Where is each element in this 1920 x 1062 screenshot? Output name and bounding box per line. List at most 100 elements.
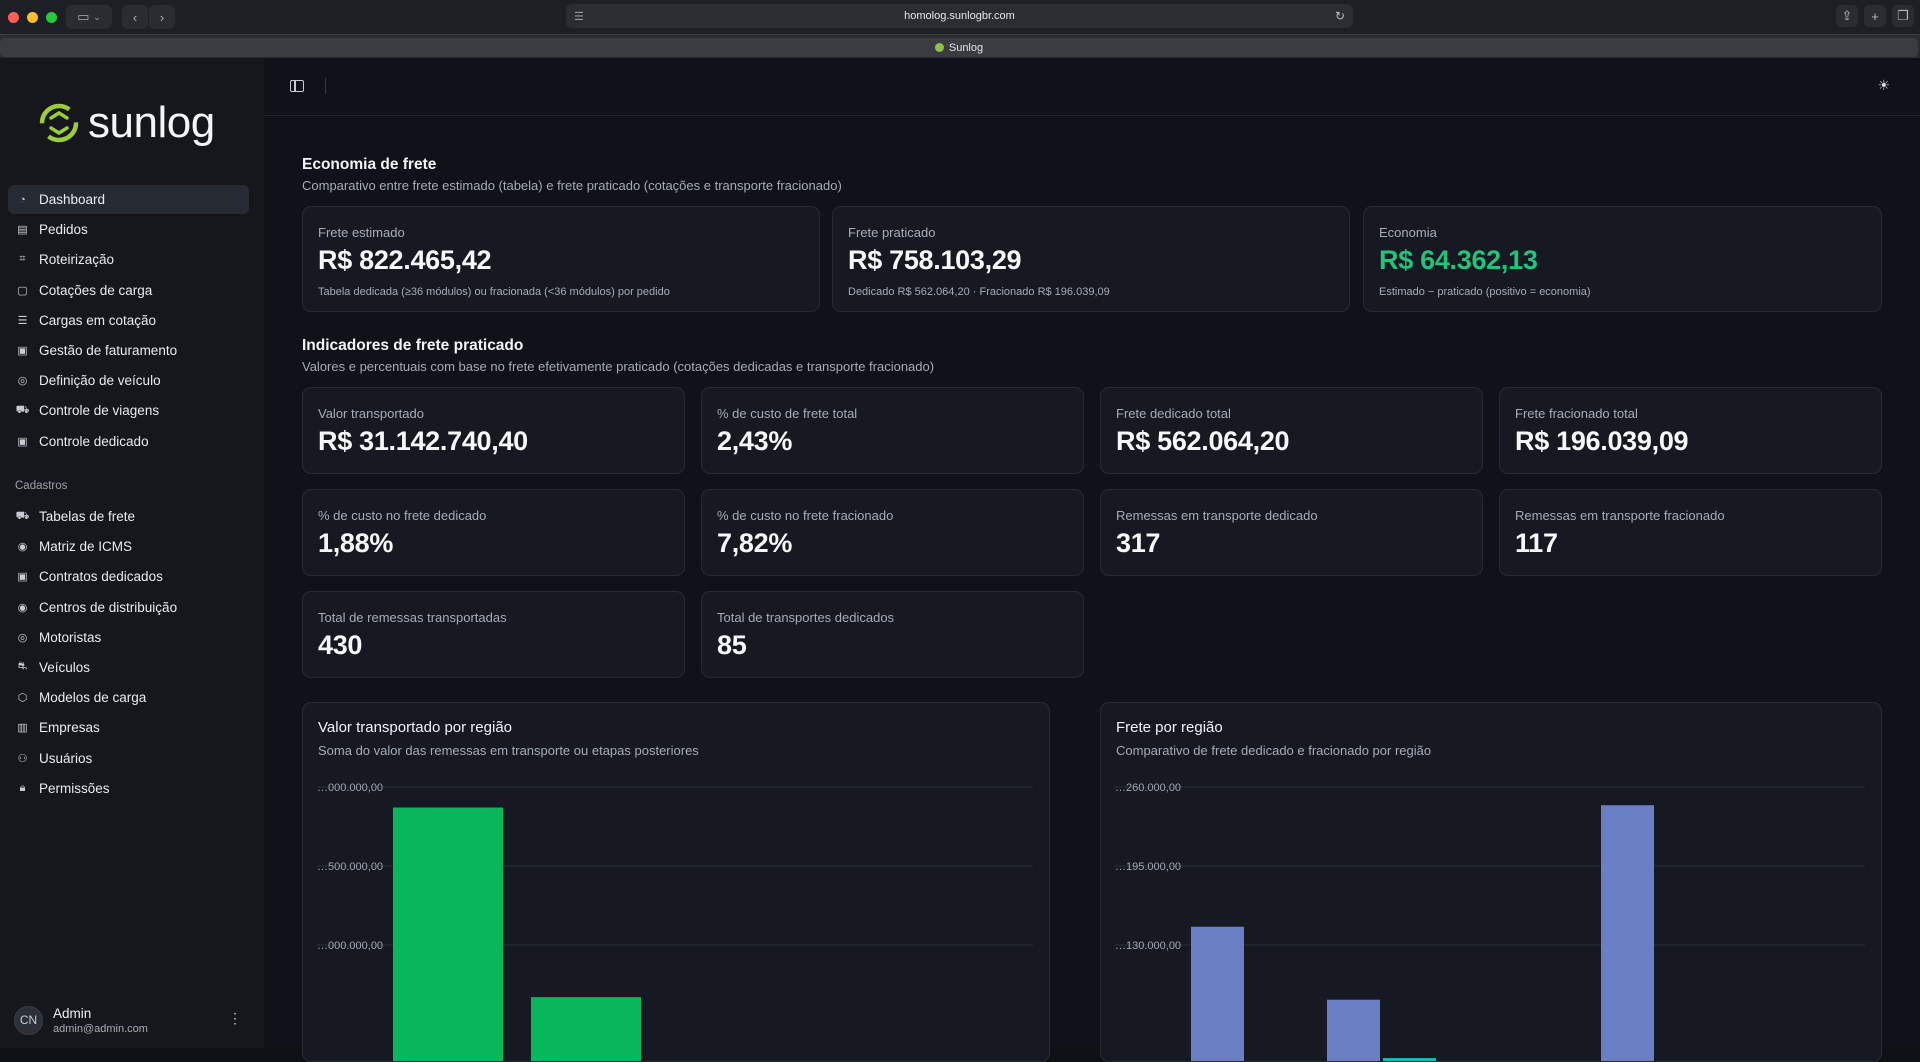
user-profile[interactable]: CN Admin admin@admin.com ⋮ bbox=[14, 1002, 250, 1038]
sidebar-item-label: Roteirização bbox=[39, 252, 115, 268]
sidebar-item-controle-dedicado[interactable]: ▣ Controle dedicado bbox=[8, 427, 249, 456]
card-label: Economia bbox=[1379, 225, 1437, 240]
card-label: Remessas em transporte dedicado bbox=[1116, 508, 1318, 523]
user-email: admin@admin.com bbox=[53, 1022, 148, 1035]
bar[interactable] bbox=[1383, 1058, 1436, 1062]
sidebar-item-label: Dashboard bbox=[39, 192, 106, 207]
indicator-card: Remessas em transporte fracionado 117 bbox=[1499, 489, 1882, 576]
avatar: CN bbox=[14, 1005, 43, 1035]
main-content: ☀ Economia de frete Comparativo entre fr… bbox=[264, 58, 1920, 1062]
card-label: Valor transportado bbox=[318, 406, 424, 421]
sidebar-item-cotacoes-de-carga[interactable]: ▢ Cotações de carga bbox=[8, 276, 249, 305]
topbar: ☀ bbox=[264, 58, 1920, 116]
logo[interactable]: sunlog bbox=[36, 98, 215, 148]
bar[interactable] bbox=[531, 997, 641, 1062]
back-button[interactable]: ‹ bbox=[122, 5, 148, 29]
tick-label: …260.000,00 bbox=[1115, 782, 1181, 794]
tick-label: …000.000,00 bbox=[317, 940, 383, 952]
sidebar-item-label: Empresas bbox=[39, 720, 100, 736]
sidebar-item-motoristas[interactable]: ◎ Motoristas bbox=[8, 623, 249, 652]
economia-title: Economia de frete bbox=[302, 156, 437, 173]
economia-subtitle: Comparativo entre frete estimado (tabela… bbox=[302, 178, 842, 193]
close-window-button[interactable] bbox=[8, 11, 19, 23]
steering-wheel-icon: ◎ bbox=[17, 375, 28, 388]
address-bar[interactable]: ☰ homolog.sunlogbr.com ↻ bbox=[566, 4, 1353, 28]
more-vertical-icon[interactable]: ⋮ bbox=[228, 1010, 242, 1026]
card-value: 430 bbox=[318, 630, 363, 660]
new-tab-icon[interactable]: + bbox=[1864, 5, 1886, 27]
sidebar-item-contratos-dedicados[interactable]: ▣ Contratos dedicados bbox=[8, 562, 249, 591]
indicator-card: Total de remessas transportadas 430 bbox=[302, 591, 685, 678]
chart-valor-regiao: Valor transportado por região Soma do va… bbox=[302, 702, 1050, 1062]
tab-strip: Sunlog bbox=[0, 34, 1920, 58]
sidebar-item-controle-de-viagens[interactable]: ⛟ Controle de viagens bbox=[8, 396, 249, 425]
valor-regiao-svg: …000.000,00 …500.000,00 …000.000,00 bbox=[317, 782, 1033, 1062]
sidebar-item-label: Motoristas bbox=[39, 629, 102, 645]
tab-overview-icon[interactable]: ❐ bbox=[1892, 5, 1914, 27]
sidebar-toggle-browser-button[interactable]: ▭ ⌄ bbox=[66, 5, 112, 29]
tab-title: Sunlog bbox=[948, 41, 984, 54]
zoom-window-button[interactable] bbox=[46, 11, 57, 23]
bar[interactable] bbox=[393, 807, 503, 1062]
card-label: Frete dedicado total bbox=[1116, 406, 1231, 421]
sidebar-item-permissoes[interactable]: 🔒︎ Permissões bbox=[8, 774, 249, 803]
share-icon[interactable]: ⇪ bbox=[1836, 5, 1858, 27]
sidebar-item-cargas-em-cotacao[interactable]: ☰ Cargas em cotação bbox=[8, 306, 249, 335]
tab-sunlog[interactable]: Sunlog bbox=[0, 38, 1918, 57]
sidebar-item-matriz-de-icms[interactable]: ◉ Matriz de ICMS bbox=[8, 532, 249, 561]
card-value: R$ 196.039,09 bbox=[1515, 426, 1689, 456]
sidebar-item-modelos-de-carga[interactable]: ⬡ Modelos de carga bbox=[8, 683, 249, 712]
reload-icon[interactable]: ↻ bbox=[1334, 9, 1345, 23]
section-label-cadastros: Cadastros bbox=[15, 480, 68, 492]
sidebar-item-veiculos[interactable]: ⛐ Veículos bbox=[8, 653, 249, 682]
page-settings-icon[interactable]: ☰ bbox=[574, 10, 584, 23]
indicator-card: % de custo no frete dedicado 1,88% bbox=[302, 489, 685, 576]
card-frete-estimado: Frete estimado R$ 822.465,42 Tabela dedi… bbox=[302, 206, 820, 312]
indicator-card: % de custo de frete total 2,43% bbox=[701, 387, 1084, 474]
card-value: 1,88% bbox=[318, 528, 394, 558]
sidebar-item-label: Pedidos bbox=[39, 222, 88, 238]
sidebar-item-label: Controle de viagens bbox=[39, 403, 160, 419]
sidebar-item-label: Usuários bbox=[39, 750, 93, 766]
bar[interactable] bbox=[1327, 999, 1380, 1062]
sidebar-item-empresas[interactable]: ▥ Empresas bbox=[8, 713, 249, 742]
card-value: R$ 64.362,13 bbox=[1379, 245, 1538, 275]
card-value: 317 bbox=[1116, 528, 1161, 558]
indicadores-subtitle: Valores e percentuais com base no frete … bbox=[302, 359, 935, 374]
chevron-left-icon: ‹ bbox=[132, 9, 138, 25]
minimize-window-button[interactable] bbox=[27, 11, 38, 23]
panel-toggle-icon[interactable] bbox=[290, 80, 304, 92]
indicadores-title: Indicadores de frete praticado bbox=[302, 337, 524, 354]
sidebar-item-centros-de-distribuicao[interactable]: ◉ Centros de distribuição bbox=[8, 593, 249, 622]
bar[interactable] bbox=[1601, 805, 1654, 1062]
chevron-down-icon: ⌄ bbox=[93, 11, 101, 22]
card-value: 85 bbox=[717, 630, 747, 660]
user-name: Admin bbox=[53, 1005, 92, 1021]
sidebar-item-pedidos[interactable]: ▤ Pedidos bbox=[8, 215, 249, 244]
indicator-card: % de custo no frete fracionado 7,82% bbox=[701, 489, 1084, 576]
card-label: Frete fracionado total bbox=[1515, 406, 1638, 421]
card-value: R$ 822.465,42 bbox=[318, 245, 492, 275]
tick-label: …000.000,00 bbox=[317, 782, 383, 794]
card-label: % de custo no frete dedicado bbox=[318, 508, 487, 523]
clipboard-check-icon: ▣ bbox=[17, 435, 28, 448]
sidebar-item-label: Controle dedicado bbox=[39, 433, 149, 449]
card-label: Total de transportes dedicados bbox=[717, 610, 895, 625]
sidebar-item-gestao-de-faturamento[interactable]: ▣ Gestão de faturamento bbox=[8, 336, 249, 365]
sun-icon[interactable]: ☀ bbox=[1877, 77, 1890, 93]
chart-title: Frete por região bbox=[1116, 719, 1223, 736]
building-icon: ▥ bbox=[17, 722, 28, 735]
sidebar-item-dashboard[interactable]: ◔ Dashboard bbox=[8, 185, 249, 214]
bar[interactable] bbox=[1191, 926, 1244, 1062]
chart-subtitle: Comparativo de frete dedicado e fraciona… bbox=[1116, 743, 1432, 758]
sidebar-item-tabelas-de-frete[interactable]: ⛟ Tabelas de frete bbox=[8, 502, 249, 531]
indicator-card: Total de transportes dedicados 85 bbox=[701, 591, 1084, 678]
list-icon: ☰ bbox=[17, 314, 28, 327]
forward-button[interactable]: › bbox=[149, 5, 175, 29]
sidebar-item-roteirizacao[interactable]: ⌗ Roteirização bbox=[8, 245, 249, 274]
users-icon: ⚇ bbox=[17, 752, 28, 765]
sidebar-item-usuarios[interactable]: ⚇ Usuários bbox=[8, 744, 249, 773]
sidebar-item-label: Veículos bbox=[39, 659, 91, 675]
sidebar-item-definicao-de-veiculo[interactable]: ◎ Definição de veículo bbox=[8, 366, 249, 395]
truck-icon: ⛟ bbox=[15, 509, 30, 522]
